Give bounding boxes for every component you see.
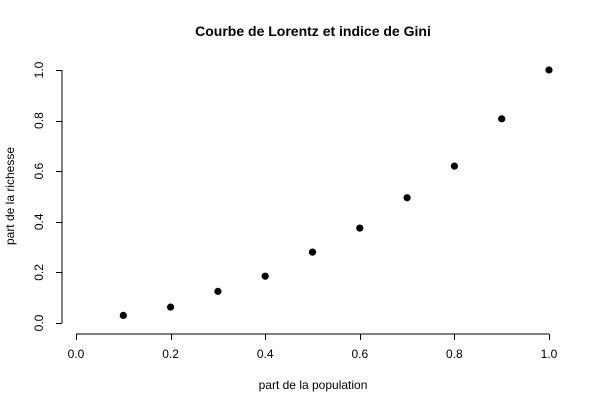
- data-point: [450, 162, 458, 170]
- data-point: [261, 272, 269, 280]
- data-point: [498, 115, 506, 123]
- y-axis: 0.0 0.2 0.4 0.6 0.8 1.0: [32, 61, 63, 331]
- y-tick-label: 0.8: [32, 112, 46, 129]
- x-tick-label: 0.0: [68, 347, 85, 361]
- x-tick-label: 0.6: [351, 347, 368, 361]
- x-tick-label: 1.0: [541, 347, 558, 361]
- data-point: [356, 224, 364, 232]
- x-axis-label: part de la population: [259, 378, 368, 392]
- data-point: [308, 248, 317, 256]
- y-tick-label: 0.6: [32, 163, 46, 180]
- data-point: [403, 194, 411, 202]
- x-tick-label: 0.2: [162, 347, 179, 361]
- y-tick-label: 0.0: [32, 314, 46, 331]
- x-tick-label: 0.4: [257, 347, 274, 361]
- x-tick-label: 0.8: [446, 347, 463, 361]
- chart-title: Courbe de Lorentz et indice de Gini: [195, 23, 431, 39]
- data-point: [214, 287, 222, 295]
- data-point: [167, 303, 175, 311]
- x-axis: 0.0 0.2 0.4 0.6 0.8 1.0: [68, 333, 558, 361]
- y-tick-label: 0.4: [32, 213, 46, 230]
- y-tick-label: 1.0: [32, 61, 46, 78]
- data-points: [119, 66, 553, 320]
- y-tick-label: 0.2: [32, 264, 46, 281]
- data-point: [545, 66, 553, 74]
- data-point: [119, 311, 127, 320]
- y-axis-label: part de la richesse: [3, 147, 17, 245]
